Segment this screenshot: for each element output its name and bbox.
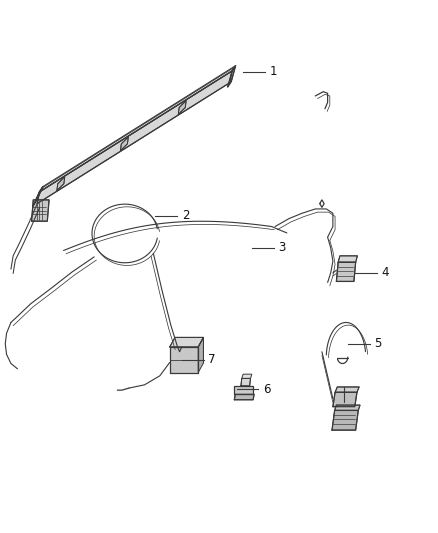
- Text: 4: 4: [381, 266, 389, 279]
- Polygon shape: [234, 394, 254, 400]
- Polygon shape: [242, 374, 252, 378]
- Polygon shape: [335, 387, 359, 392]
- Polygon shape: [120, 137, 128, 151]
- Polygon shape: [198, 337, 203, 373]
- Polygon shape: [335, 405, 360, 410]
- Polygon shape: [57, 177, 65, 191]
- Polygon shape: [234, 386, 253, 394]
- Polygon shape: [32, 200, 49, 221]
- Polygon shape: [332, 410, 358, 430]
- Polygon shape: [228, 66, 236, 87]
- Polygon shape: [338, 256, 357, 262]
- Polygon shape: [241, 378, 251, 386]
- Text: 2: 2: [182, 209, 189, 222]
- Text: 7: 7: [208, 353, 215, 366]
- Polygon shape: [333, 392, 357, 407]
- Text: 5: 5: [374, 337, 382, 350]
- Polygon shape: [336, 262, 356, 281]
- Polygon shape: [39, 67, 235, 192]
- Polygon shape: [37, 71, 232, 204]
- Text: 1: 1: [269, 66, 277, 78]
- Polygon shape: [33, 187, 43, 206]
- Polygon shape: [178, 101, 186, 115]
- Text: 6: 6: [263, 383, 270, 395]
- Text: 3: 3: [278, 241, 286, 254]
- Polygon shape: [170, 347, 198, 373]
- Polygon shape: [170, 337, 203, 347]
